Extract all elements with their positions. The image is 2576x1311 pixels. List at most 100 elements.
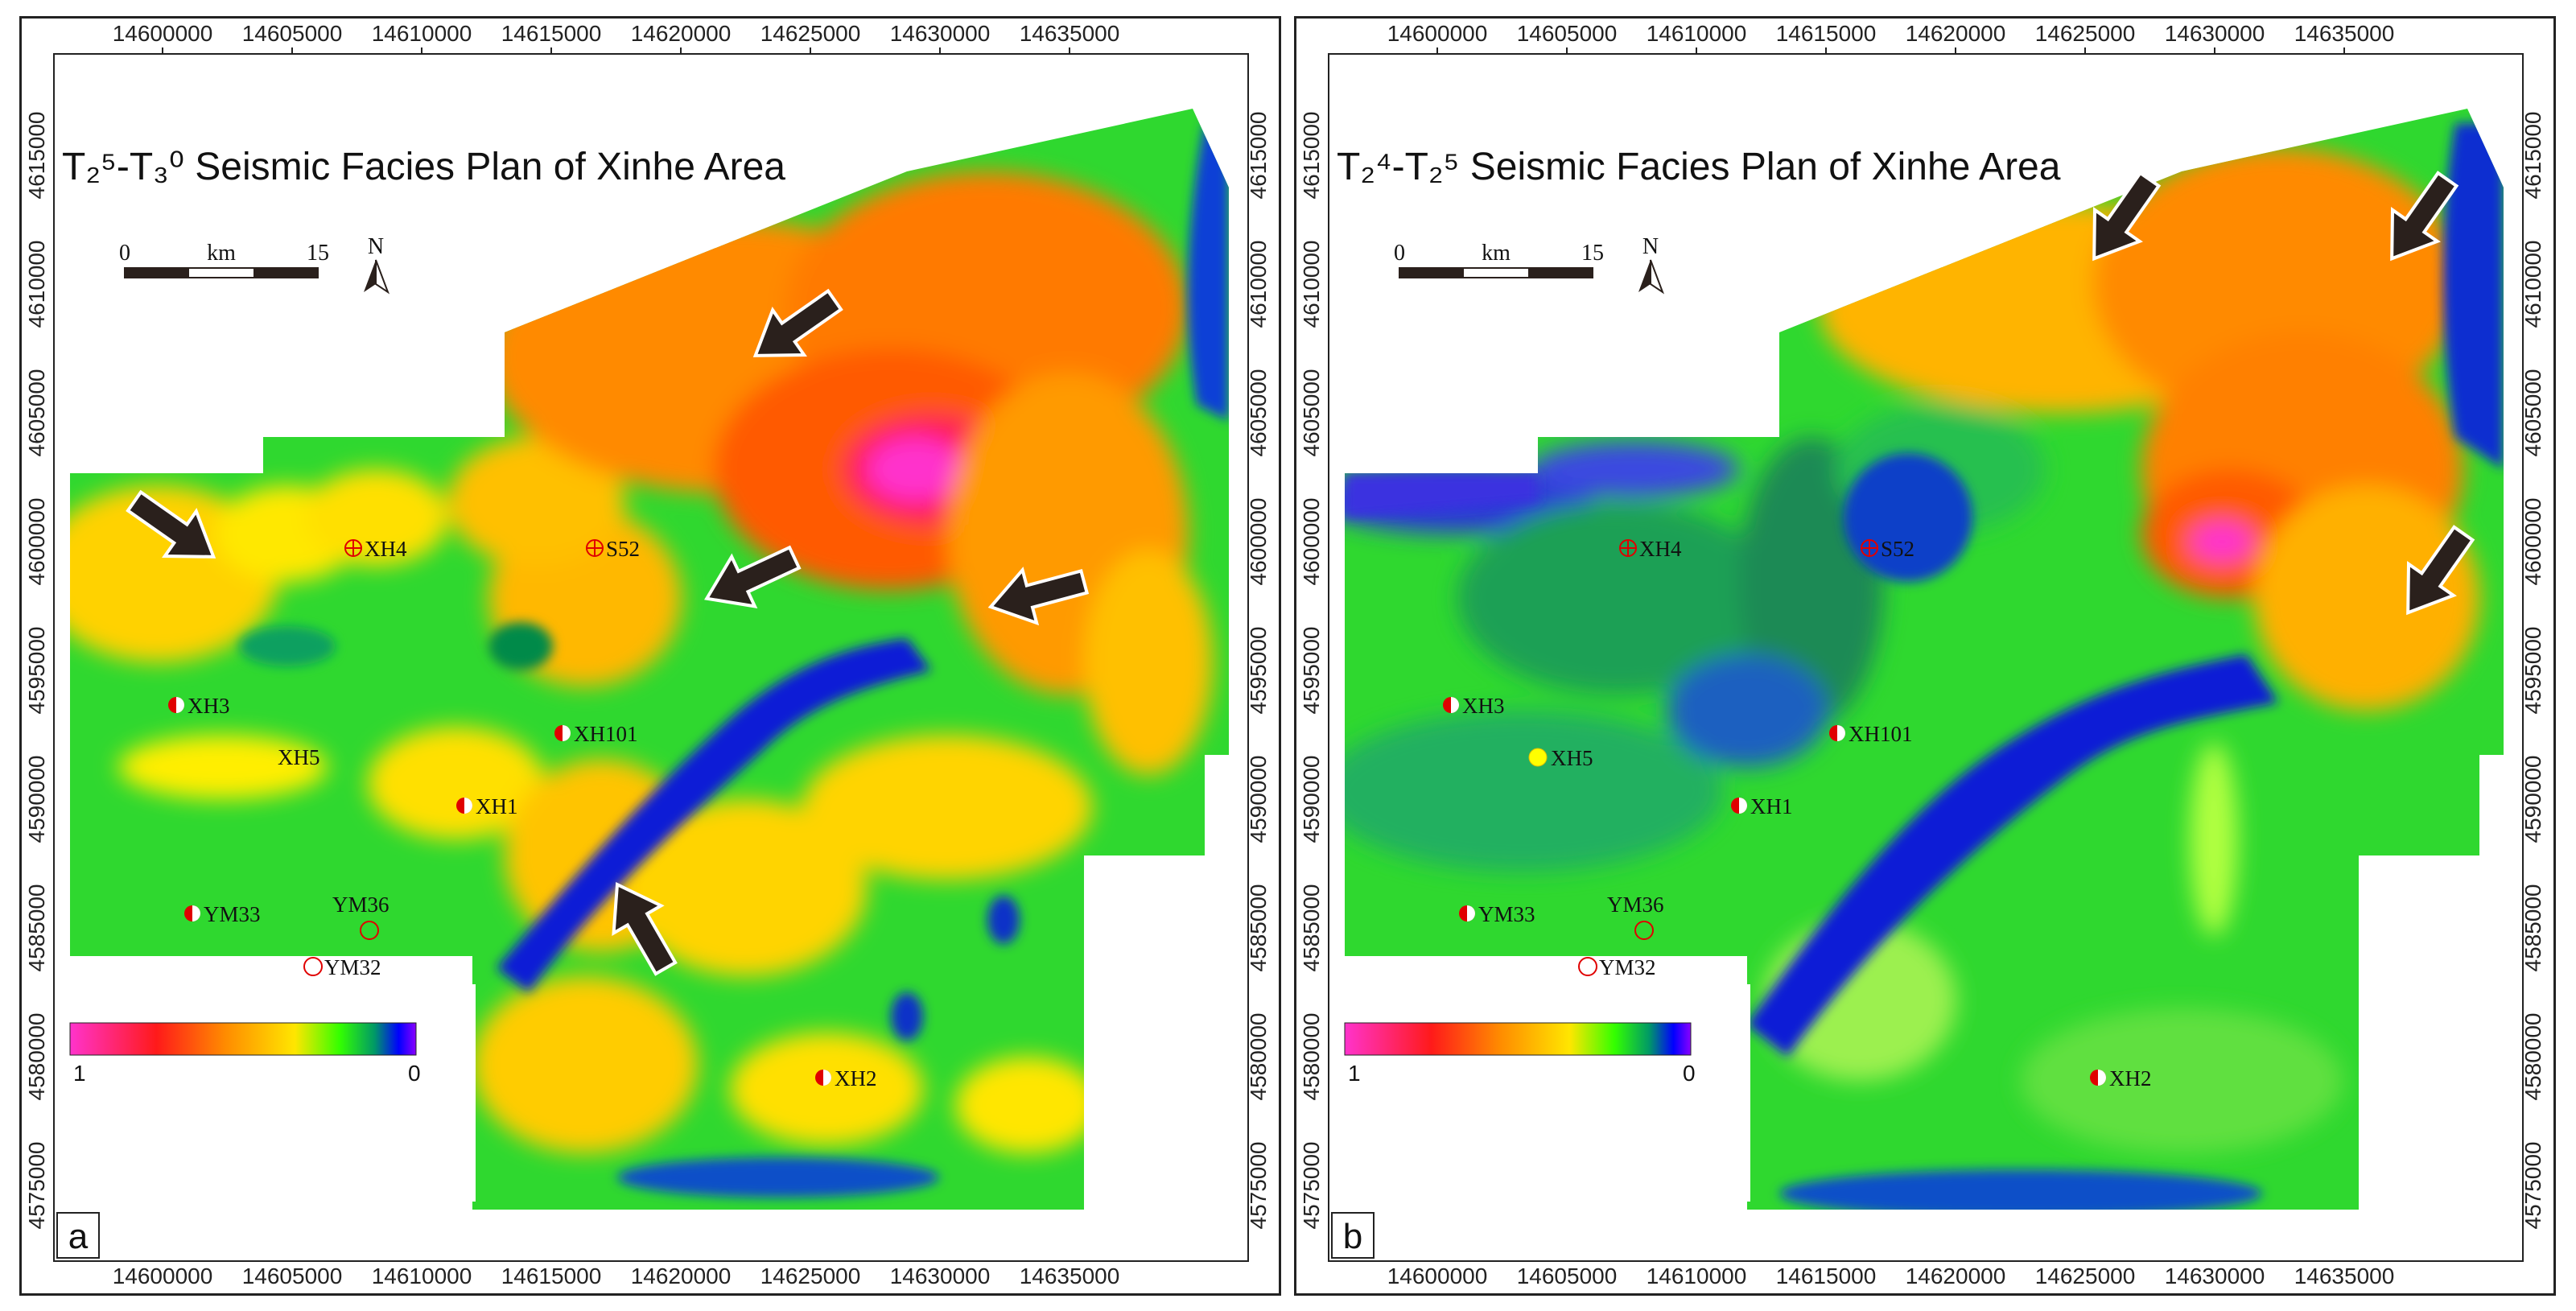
well-marker-xh101: XH101 xyxy=(554,722,638,746)
panel-letter: b xyxy=(1343,1217,1362,1256)
well-label: XH2 xyxy=(835,1066,877,1090)
right-axis: 4615000 4610000 4605000 4600000 4595000 … xyxy=(2520,111,2545,1229)
x-tick-label: 14630000 xyxy=(2165,21,2265,46)
right-axis: 4615000 4610000 4605000 4600000 4595000 … xyxy=(1246,111,1271,1229)
panel-letter-box: a xyxy=(56,1212,100,1259)
wells-a: XH4 S52 XH3 XH5 XH101 xyxy=(168,537,877,1090)
y-tick-label: 4595000 xyxy=(2520,626,2545,714)
scale-bar: 0 km 15 xyxy=(1394,241,1604,278)
x-tick-label: 14625000 xyxy=(2035,1264,2136,1288)
y-tick-label: 4585000 xyxy=(24,884,49,971)
x-tick-label: 14635000 xyxy=(2294,1264,2395,1288)
well-marker-xh101: XH101 xyxy=(1829,722,1913,746)
x-tick-label: 14615000 xyxy=(1776,21,1877,46)
y-tick-label: 4605000 xyxy=(2520,369,2545,456)
flow-arrow-icon xyxy=(987,567,1090,626)
y-tick-label: 4595000 xyxy=(24,626,49,714)
well-label: XH4 xyxy=(1639,537,1682,561)
y-tick-label: 4595000 xyxy=(1299,626,1324,714)
x-tick-label: 14635000 xyxy=(1020,1264,1120,1288)
y-tick-label: 4610000 xyxy=(24,240,49,328)
well-marker-ym32: YM32 xyxy=(303,955,381,979)
well-label: XH101 xyxy=(1849,722,1913,746)
y-tick-label: 4610000 xyxy=(2520,240,2545,328)
well-marker-xh5: XH5 xyxy=(278,745,320,769)
x-tick-label: 14615000 xyxy=(1776,1264,1877,1288)
map-title: T₂⁵-T₃⁰ Seismic Facies Plan of Xinhe Are… xyxy=(62,146,785,188)
flow-arrow-icon xyxy=(2092,171,2162,262)
legend-low-label: 0 xyxy=(408,1061,421,1086)
y-tick-label: 4580000 xyxy=(24,1012,49,1100)
north-arrow-icon: N xyxy=(1638,234,1665,295)
map-figure-a: 14600000 14605000 14610000 14615000 1462… xyxy=(24,21,1271,1288)
map-panel-b: 14600000 14605000 14610000 14615000 1462… xyxy=(1294,16,2556,1296)
scale-start: 0 xyxy=(119,241,130,266)
legend-high-label: 1 xyxy=(1348,1061,1361,1086)
x-tick-label: 14610000 xyxy=(1647,21,1747,46)
x-tick-label: 14610000 xyxy=(372,21,472,46)
well-marker-xh5: XH5 xyxy=(1528,746,1593,770)
y-tick-label: 4590000 xyxy=(1246,755,1271,843)
scale-start: 0 xyxy=(1394,241,1405,266)
wells-b: XH4 S52 XH3 XH5 XH101 xyxy=(1443,537,2152,1090)
well-label: XH5 xyxy=(278,745,320,769)
flow-arrow-icon xyxy=(704,545,802,608)
well-marker-xh1: XH1 xyxy=(456,794,518,818)
y-tick-label: 4585000 xyxy=(1299,884,1324,971)
well-marker-xh3: XH3 xyxy=(1443,694,1505,718)
panel-letter: a xyxy=(68,1217,89,1256)
x-tick-label: 14625000 xyxy=(760,21,861,46)
well-marker-ym32: YM32 xyxy=(1578,955,1656,979)
flow-arrow-icon xyxy=(2390,171,2459,262)
x-tick-label: 14620000 xyxy=(631,1264,732,1288)
well-marker-xh4: XH4 xyxy=(1619,537,1682,561)
x-tick-label: 14615000 xyxy=(501,21,602,46)
x-tick-label: 14625000 xyxy=(760,1264,861,1288)
scale-bar: 0 km 15 xyxy=(119,241,329,278)
y-tick-label: 4610000 xyxy=(1299,240,1324,328)
x-tick-label: 14600000 xyxy=(1387,21,1488,46)
x-tick-label: 14610000 xyxy=(1647,1264,1747,1288)
y-tick-label: 4605000 xyxy=(1246,369,1271,456)
y-tick-label: 4605000 xyxy=(1299,369,1324,456)
y-tick-label: 4585000 xyxy=(2520,884,2545,971)
x-tick-label: 14605000 xyxy=(242,1264,343,1288)
y-tick-label: 4615000 xyxy=(1246,111,1271,199)
well-label: YM33 xyxy=(1478,902,1535,926)
y-tick-label: 4610000 xyxy=(1246,240,1271,328)
x-tick-label: 14600000 xyxy=(113,1264,213,1288)
well-marker-ym33: YM33 xyxy=(1459,902,1535,926)
flow-arrow-icon xyxy=(126,489,216,559)
x-tick-label: 14635000 xyxy=(2294,21,2395,46)
y-tick-label: 4575000 xyxy=(24,1141,49,1229)
y-tick-label: 4580000 xyxy=(2520,1012,2545,1100)
y-tick-label: 4600000 xyxy=(24,497,49,585)
well-marker-ym33: YM33 xyxy=(184,902,261,926)
top-axis: 14600000 14605000 14610000 14615000 1462… xyxy=(1387,21,2395,54)
x-tick-label: 14605000 xyxy=(242,21,343,46)
well-marker-ym36: YM36 xyxy=(332,893,389,940)
panel-letter-box: b xyxy=(1331,1212,1375,1259)
well-marker-s52: S52 xyxy=(586,537,640,561)
well-marker-xh3: XH3 xyxy=(168,694,230,718)
flow-arrows-a xyxy=(126,288,1090,976)
y-tick-label: 4580000 xyxy=(1246,1012,1271,1100)
well-label: XH4 xyxy=(365,537,407,561)
well-label: S52 xyxy=(606,537,640,561)
well-marker-s52: S52 xyxy=(1861,537,1914,561)
well-label: XH5 xyxy=(1551,746,1593,770)
x-tick-label: 14605000 xyxy=(1517,1264,1618,1288)
well-label: XH101 xyxy=(574,722,638,746)
y-tick-label: 4600000 xyxy=(1299,497,1324,585)
y-tick-label: 4590000 xyxy=(1299,755,1324,843)
y-tick-label: 4580000 xyxy=(1299,1012,1324,1100)
x-tick-label: 14620000 xyxy=(1906,21,2006,46)
scale-unit: km xyxy=(1482,241,1511,266)
x-tick-label: 14625000 xyxy=(2035,21,2136,46)
map-panel-a: 14600000 14605000 14610000 14615000 1462… xyxy=(19,16,1281,1296)
well-marker-xh2: XH2 xyxy=(2090,1066,2152,1090)
color-legend: 1 0 xyxy=(1332,984,1750,1202)
y-tick-label: 4600000 xyxy=(2520,497,2545,585)
x-tick-label: 14630000 xyxy=(890,1264,991,1288)
well-label: YM36 xyxy=(332,893,389,917)
